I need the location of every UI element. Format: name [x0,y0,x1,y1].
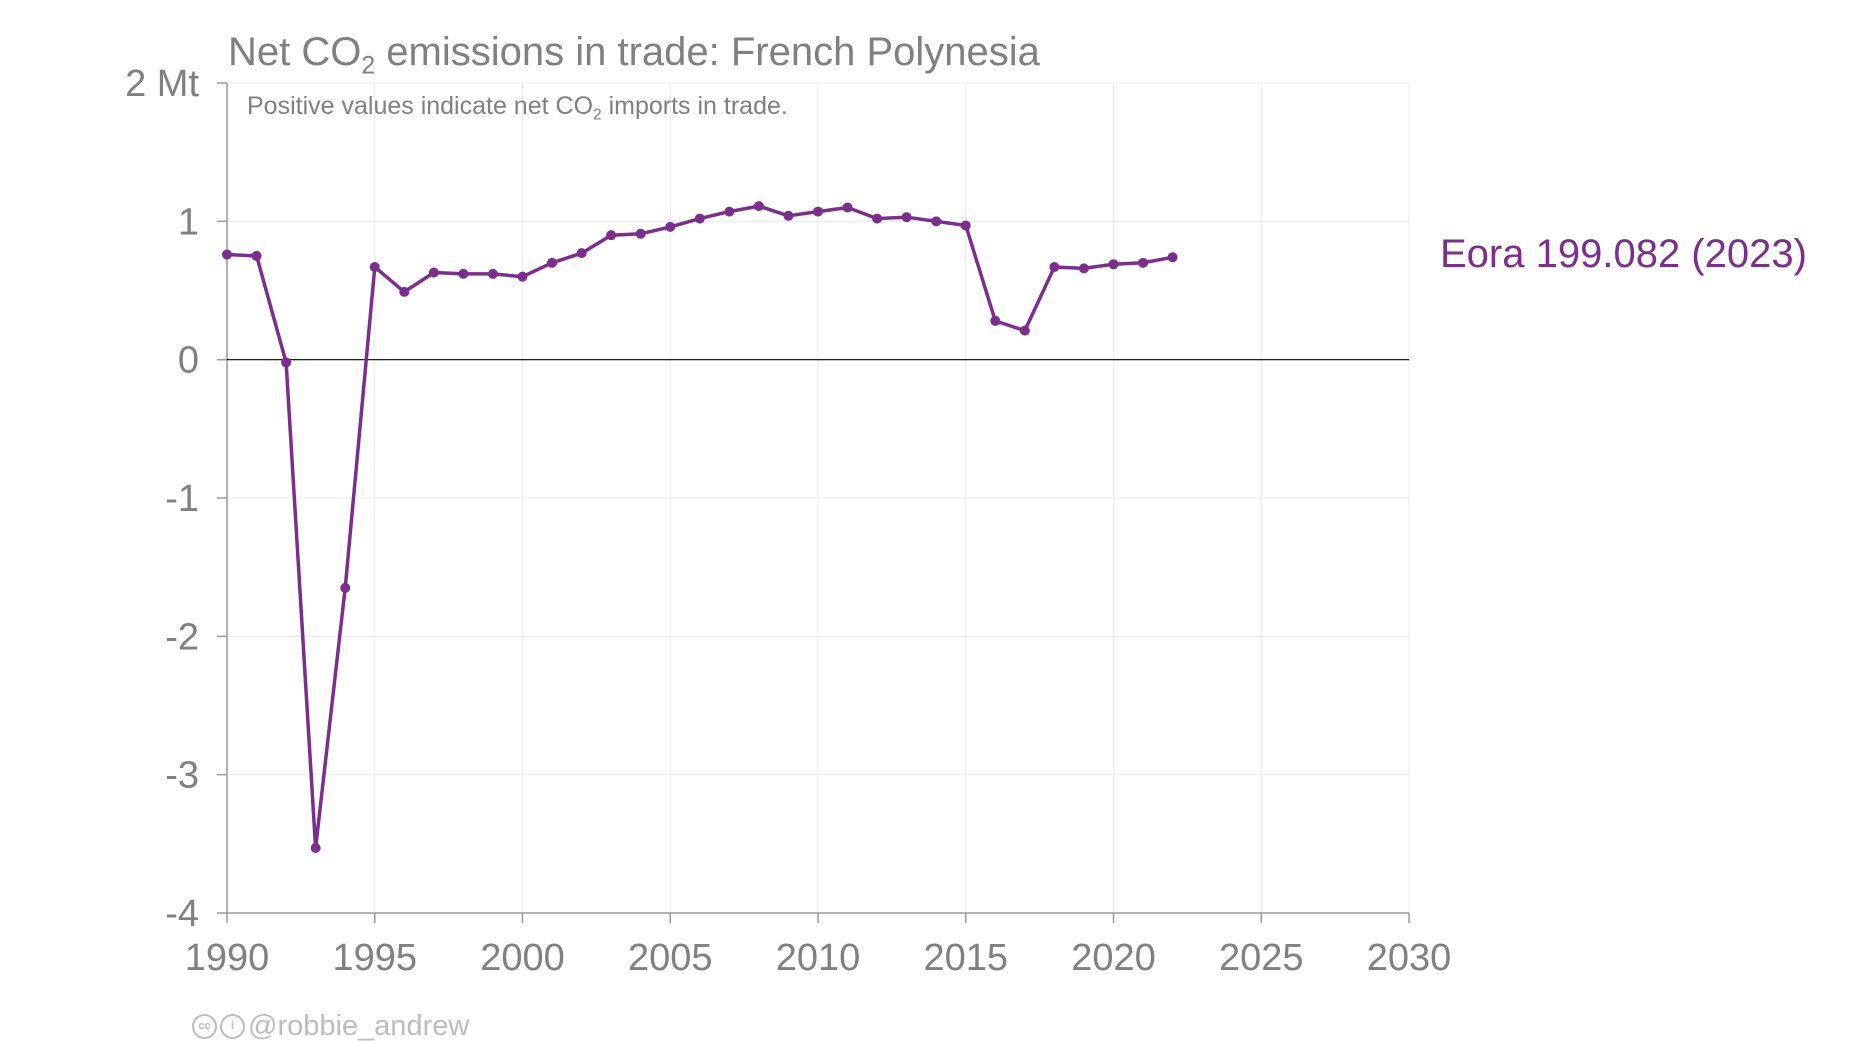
data-point-2012 [872,213,883,224]
credit-handle: @robbie_andrew [248,1010,470,1042]
data-point-1998 [458,268,469,279]
data-point-1990 [222,249,232,260]
data-point-2000 [517,271,528,282]
data-point-2019 [1078,263,1089,274]
data-point-1993 [310,842,321,853]
data-point-2003 [606,230,617,241]
data-point-2005 [665,221,676,232]
x-tick-label: 2030 [1367,937,1452,979]
cc-icon: cc [192,1014,217,1039]
data-point-1994 [340,582,351,593]
chart-title: Net CO2 emissions in trade: French Polyn… [228,30,1040,80]
series-label: Eora 199.082 (2023) [1440,232,1807,276]
data-point-2013 [901,212,912,223]
data-point-1991 [251,250,262,261]
data-point-1992 [281,357,292,368]
x-tick-label: 2025 [1219,937,1304,979]
data-point-2009 [783,210,794,221]
chart-subtitle: Positive values indicate net CO2 imports… [247,92,788,124]
data-point-2016 [990,315,1001,326]
y-tick-label: 1 [178,201,199,243]
x-tick-label: 2010 [776,937,861,979]
series-eora [222,201,1178,853]
data-point-2017 [1019,325,1030,336]
x-tick-label: 2015 [923,937,1008,979]
data-point-1995 [369,261,380,272]
attribution-icon: i [220,1014,245,1039]
data-point-2006 [694,213,705,224]
data-point-2015 [960,220,971,231]
y-tick-label: 2 Mt [125,63,199,105]
data-point-2020 [1108,259,1119,270]
x-tick-label: 2005 [628,937,713,979]
data-point-2007 [724,206,735,217]
x-tick-label: 1990 [185,937,270,979]
series-line [225,204,1175,850]
data-point-2010 [813,206,823,217]
data-point-2004 [635,228,646,239]
data-point-2001 [547,257,558,268]
data-point-2008 [753,201,764,212]
data-point-2018 [1049,261,1060,272]
data-point-1999 [487,268,498,279]
y-tick-label: -3 [165,755,199,797]
data-point-2002 [576,248,587,259]
x-tick-label: 2020 [1071,937,1156,979]
data-point-1996 [399,286,410,297]
y-tick-label: -1 [165,478,199,520]
y-tick-label: 0 [178,340,199,382]
data-point-1997 [428,267,439,278]
y-tick-label: -2 [165,616,199,658]
data-point-2022 [1167,252,1178,263]
data-point-2021 [1138,257,1149,268]
x-tick-label: 2000 [480,937,565,979]
data-point-2014 [931,216,942,227]
x-tick-label: 1995 [332,937,417,979]
data-point-2011 [842,202,853,213]
y-tick-label: -4 [165,893,199,935]
credit: cc i @robbie_andrew [192,1010,469,1043]
